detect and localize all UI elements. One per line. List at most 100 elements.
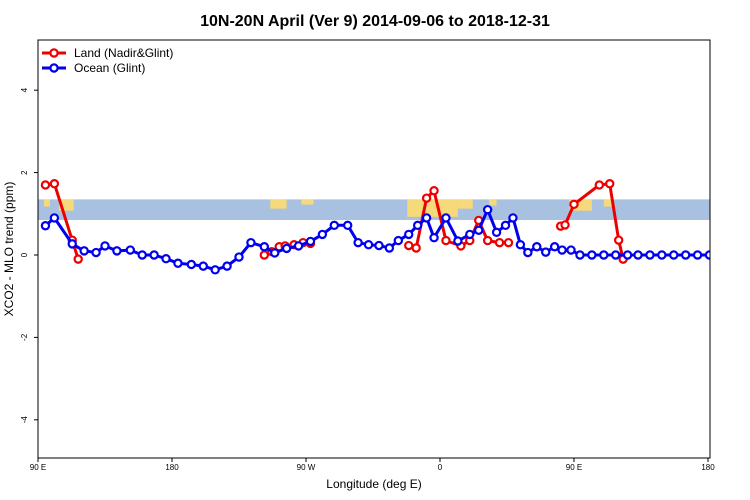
series-0-point bbox=[613, 235, 624, 245]
map-strip-land-8 bbox=[603, 199, 613, 207]
series-1-point bbox=[305, 236, 316, 247]
series-1-point bbox=[91, 247, 101, 258]
series-1-point bbox=[270, 248, 280, 258]
series-1-point bbox=[49, 213, 60, 223]
series-1-point bbox=[222, 261, 232, 271]
series-1-point bbox=[374, 240, 384, 251]
y-axis: -4 -2 0 2 4 bbox=[20, 87, 38, 423]
series-1-point bbox=[566, 245, 576, 255]
series-1-point bbox=[491, 227, 502, 238]
series-0-point bbox=[594, 180, 605, 190]
series-1-point bbox=[125, 245, 136, 255]
x-tick-label-0: 90 E bbox=[30, 463, 46, 472]
series-1-point bbox=[515, 239, 526, 250]
series-1-point bbox=[353, 237, 363, 248]
series-1-point bbox=[40, 221, 51, 231]
series-0-point bbox=[560, 220, 570, 230]
map-strip-ocean bbox=[38, 199, 710, 220]
series-1-point bbox=[363, 239, 374, 250]
series-1-point bbox=[79, 246, 89, 256]
series-1-point bbox=[429, 232, 439, 243]
map-strip-land-3 bbox=[301, 199, 314, 205]
series-1-point bbox=[67, 239, 77, 249]
y-axis-label: XCO2 - MLO trend (ppm) bbox=[2, 182, 16, 317]
series-1-point bbox=[692, 250, 703, 260]
series-1-point bbox=[575, 250, 585, 260]
series-1-point bbox=[669, 250, 679, 260]
series-1-point bbox=[293, 241, 304, 251]
x-tick-label-3: 0 bbox=[438, 463, 443, 472]
y-tick-label-0: -4 bbox=[20, 416, 29, 424]
map-strip-land-7 bbox=[569, 199, 592, 211]
series-0-point bbox=[429, 186, 439, 196]
x-axis: 90 E 180 90 W 0 90 E 180 bbox=[30, 458, 715, 472]
series-0-point bbox=[404, 240, 414, 251]
series-1-point bbox=[393, 235, 404, 246]
series-1-point bbox=[633, 250, 643, 260]
series-0-point bbox=[40, 180, 51, 190]
series-1-point bbox=[384, 243, 395, 253]
series-0-point bbox=[49, 179, 60, 189]
series-1-point bbox=[412, 220, 423, 231]
series-1-point bbox=[622, 250, 633, 260]
series-1-point bbox=[342, 220, 353, 231]
series-0-point bbox=[259, 250, 270, 260]
series-1-point bbox=[281, 243, 292, 254]
map-strip-land-4 bbox=[407, 199, 458, 217]
y-tick-label-3: 2 bbox=[20, 170, 29, 175]
legend-marker-0 bbox=[49, 48, 59, 58]
legend: Land (Nadir&Glint)Ocean (Glint) bbox=[42, 46, 173, 75]
legend-entry-1: Ocean (Glint) bbox=[74, 61, 145, 75]
series-1-point bbox=[657, 250, 667, 260]
map-strip-land-5 bbox=[457, 199, 473, 209]
series-0-point bbox=[494, 237, 505, 248]
series-1-point bbox=[186, 259, 197, 270]
map-strip-land-0 bbox=[43, 199, 50, 207]
chart-title: 10N-20N April (Ver 9) 2014-09-06 to 2018… bbox=[200, 13, 550, 30]
y-tick-label-1: -2 bbox=[20, 333, 29, 341]
series-1-point bbox=[246, 237, 256, 248]
map-strip-land-6 bbox=[489, 199, 497, 206]
series-1-point bbox=[259, 242, 270, 252]
series-1-point bbox=[532, 242, 542, 252]
x-tick-label-5: 180 bbox=[701, 463, 715, 472]
series-1-point bbox=[500, 220, 511, 231]
series-0-point bbox=[441, 235, 451, 246]
series-0-point bbox=[605, 179, 615, 189]
x-tick-label-2: 90 W bbox=[297, 463, 316, 472]
series-1-point bbox=[474, 225, 484, 235]
x-axis-label: Longitude (deg E) bbox=[326, 477, 421, 491]
series-1-point bbox=[610, 250, 621, 260]
series-1-point bbox=[149, 250, 159, 260]
series-1-point bbox=[587, 250, 597, 260]
y-tick-label-2: 0 bbox=[20, 252, 29, 257]
plot-marks bbox=[40, 179, 710, 275]
series-1-point bbox=[465, 229, 475, 240]
series-0-point bbox=[421, 193, 432, 203]
series-0-point bbox=[503, 237, 514, 248]
series-0-point bbox=[73, 254, 83, 264]
series-1-point bbox=[317, 229, 328, 240]
series-1-point bbox=[541, 247, 551, 257]
series-1-point bbox=[557, 245, 567, 255]
y-tick-label-4: 4 bbox=[20, 87, 29, 92]
series-1-point bbox=[329, 220, 339, 231]
series-1-point bbox=[549, 242, 560, 252]
series-1-point bbox=[523, 247, 533, 258]
legend-entry-0: Land (Nadir&Glint) bbox=[74, 46, 173, 60]
legend-marker-1 bbox=[49, 63, 59, 73]
series-0-point bbox=[482, 235, 493, 246]
map-strip-land-2 bbox=[270, 199, 287, 209]
map-strip-land-1 bbox=[58, 199, 74, 211]
series-1-point bbox=[599, 250, 609, 260]
series-1-point bbox=[100, 241, 110, 251]
series-1-point bbox=[680, 250, 691, 260]
series-0-point bbox=[411, 243, 421, 253]
series-1-point bbox=[173, 258, 183, 268]
series-1-point bbox=[482, 204, 493, 215]
series-1-point bbox=[161, 254, 171, 264]
series-1-point bbox=[508, 213, 518, 223]
series-1-point bbox=[234, 252, 244, 262]
series-1-point bbox=[421, 213, 432, 223]
